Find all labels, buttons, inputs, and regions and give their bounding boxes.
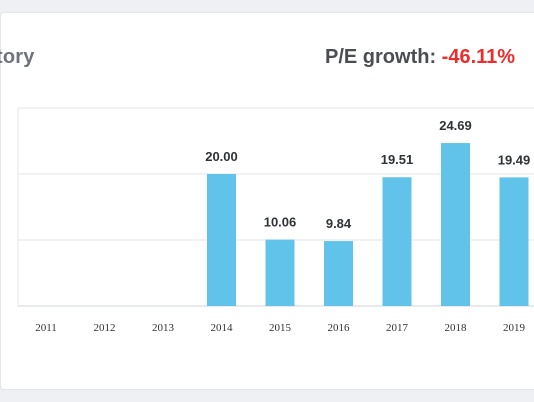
bar[interactable] bbox=[207, 174, 236, 306]
bar[interactable] bbox=[441, 143, 470, 306]
bar-value-label: 19.51 bbox=[381, 152, 414, 167]
x-tick-label: 2015 bbox=[269, 322, 292, 334]
pe-growth-summary: P/E growth: -46.11% bbox=[325, 46, 515, 69]
x-tick-label: 2016 bbox=[328, 322, 351, 334]
x-tick-label: 2019 bbox=[503, 322, 526, 334]
bar[interactable] bbox=[382, 177, 412, 306]
pe-growth-label: P/E growth: bbox=[325, 46, 437, 68]
chart-value-labels: 20.00 10.06 9.84 19.51 24.69 19.49 bbox=[205, 118, 530, 231]
x-tick-label: 2014 bbox=[211, 322, 234, 334]
bar[interactable] bbox=[499, 177, 529, 306]
bar-value-label: 9.84 bbox=[326, 216, 352, 231]
chart-title: tory bbox=[0, 46, 35, 68]
bar-value-label: 19.49 bbox=[498, 152, 531, 167]
x-tick-label: 2017 bbox=[386, 322, 409, 334]
x-tick-label: 2011 bbox=[35, 322, 57, 334]
bar-value-label: 10.06 bbox=[264, 215, 297, 230]
bar[interactable] bbox=[265, 239, 295, 306]
bar[interactable] bbox=[324, 241, 353, 306]
x-tick-label: 2012 bbox=[94, 322, 116, 334]
bar-value-label: 24.69 bbox=[439, 118, 472, 133]
x-tick-label: 2018 bbox=[445, 322, 468, 334]
bar-value-label: 20.00 bbox=[205, 149, 238, 164]
x-tick-label: 2013 bbox=[152, 322, 175, 334]
chart-bars bbox=[207, 143, 529, 306]
chart-x-ticks: 2011 2012 2013 2014 2015 2016 2017 2018 2019 bbox=[35, 322, 525, 334]
pe-growth-value: -46.11% bbox=[441, 46, 516, 68]
